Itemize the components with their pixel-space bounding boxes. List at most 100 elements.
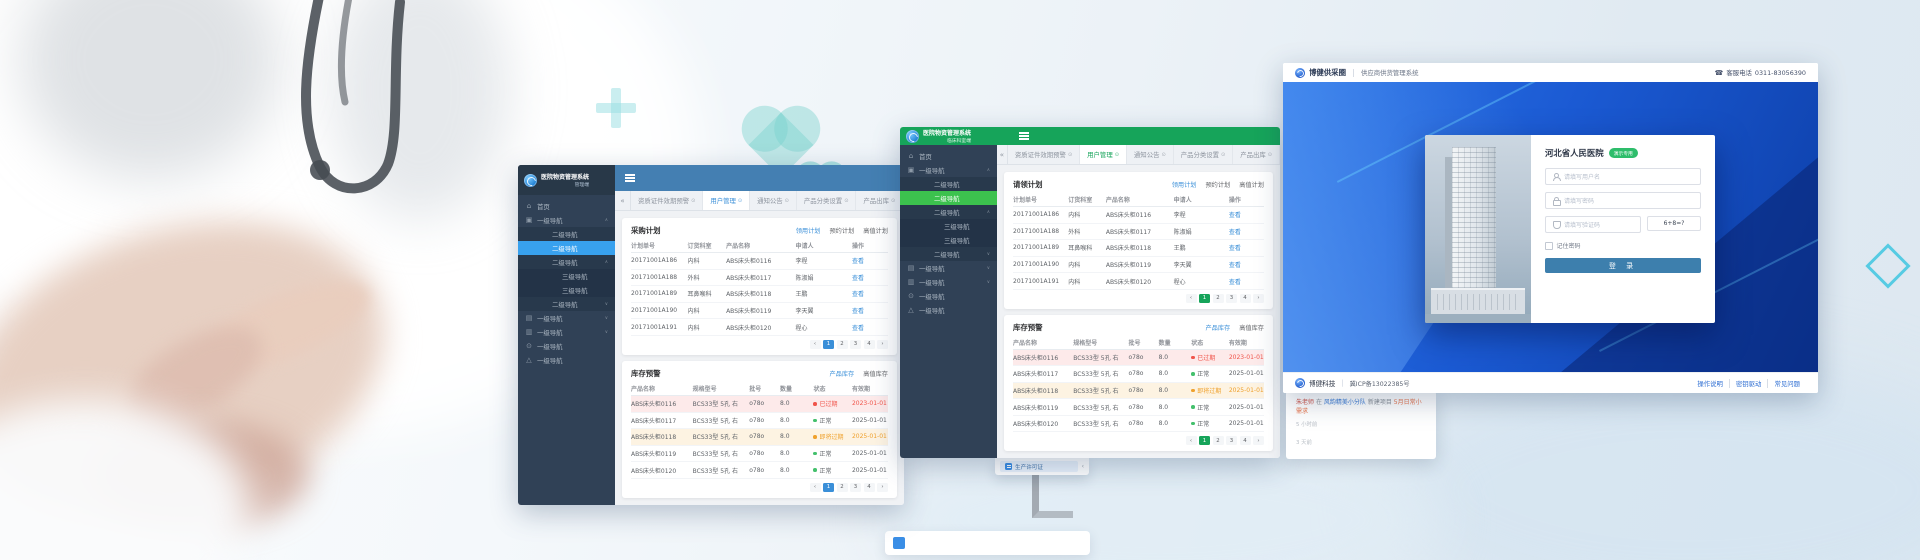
- view-link[interactable]: 查看: [1228, 228, 1241, 236]
- view-link[interactable]: 查看: [851, 291, 864, 299]
- page-button[interactable]: 3: [1226, 293, 1237, 303]
- page-button[interactable]: 4: [1239, 293, 1251, 303]
- captcha-field[interactable]: 请填写验证码: [1545, 216, 1641, 233]
- collapse-tabs-icon[interactable]: «: [615, 191, 631, 210]
- sidebar-item[interactable]: ▥ 一级导航 ∨: [900, 275, 997, 289]
- sidebar-item[interactable]: 三级导航: [900, 219, 997, 233]
- card-link[interactable]: 领用计划: [1171, 182, 1197, 189]
- sidebar-item[interactable]: 二级导航: [900, 177, 997, 191]
- footer-link[interactable]: 密钥驱动: [1730, 378, 1769, 388]
- sidebar-item[interactable]: 二级导航 ∧: [518, 255, 615, 269]
- page-button[interactable]: 1: [823, 339, 834, 349]
- card-link[interactable]: 高值计划: [863, 228, 888, 235]
- view-link[interactable]: 查看: [1228, 245, 1241, 253]
- tab[interactable]: 通知公告 ⊙: [750, 191, 797, 210]
- sidebar-item[interactable]: 三级导航: [900, 233, 997, 247]
- page-button[interactable]: 1: [823, 482, 834, 492]
- hamburger-menu-icon[interactable]: [625, 174, 635, 176]
- feed-task-link[interactable]: 5月日常小需求: [1296, 399, 1422, 416]
- tab[interactable]: 通知公告 ⊙: [1127, 145, 1174, 164]
- page-button[interactable]: 3: [850, 339, 861, 349]
- page-button[interactable]: ‹: [809, 339, 821, 349]
- tab-refresh-icon[interactable]: ⊙: [1161, 151, 1166, 158]
- sidebar-item[interactable]: 三级导航: [518, 283, 615, 297]
- card-link[interactable]: 产品库存: [1205, 324, 1231, 332]
- view-link[interactable]: 查看: [1228, 262, 1241, 270]
- card-link[interactable]: 预约计划: [1205, 182, 1231, 189]
- page-button[interactable]: 4: [1239, 436, 1251, 446]
- card-link[interactable]: 高值库存: [863, 371, 888, 378]
- view-link[interactable]: 查看: [1228, 278, 1241, 286]
- footer-link[interactable]: 操作说明: [1691, 378, 1730, 388]
- view-link[interactable]: 查看: [851, 324, 864, 332]
- tab[interactable]: 用户管理 ⊙: [1080, 145, 1127, 164]
- page-button[interactable]: 4: [863, 339, 875, 349]
- feed-project-link[interactable]: 风韵精美小分队: [1323, 399, 1366, 406]
- page-button[interactable]: ‹: [1185, 293, 1197, 303]
- tab[interactable]: 资质证件效期预警 ⊙: [1008, 145, 1081, 164]
- sidebar-item[interactable]: 二级导航 ∨: [518, 297, 615, 311]
- tab-refresh-icon[interactable]: ⊙: [737, 197, 743, 204]
- card-link[interactable]: 预约计划: [829, 228, 855, 235]
- page-button[interactable]: ‹: [1185, 436, 1197, 446]
- view-link[interactable]: 查看: [851, 274, 864, 282]
- page-button[interactable]: ‹: [809, 482, 821, 492]
- password-field[interactable]: 请填写密码: [1545, 192, 1701, 209]
- sidebar-item[interactable]: ▤ 一级导航 ∨: [518, 311, 615, 325]
- page-button[interactable]: 3: [1226, 436, 1237, 446]
- tab-refresh-icon[interactable]: ⊙: [1114, 151, 1119, 158]
- collapse-left-icon[interactable]: ‹: [1081, 463, 1084, 470]
- tab[interactable]: 资质证件效期预警 ⊙: [631, 191, 704, 210]
- page-button[interactable]: 3: [850, 482, 861, 492]
- login-button[interactable]: 登 录: [1545, 258, 1701, 273]
- view-link[interactable]: 查看: [851, 258, 864, 266]
- tab-refresh-icon[interactable]: ⊙: [844, 197, 849, 204]
- sidebar-item[interactable]: ⌂ 首页: [900, 149, 997, 163]
- sidebar-item[interactable]: 二级导航 ∧: [900, 205, 997, 219]
- card-link[interactable]: 产品库存: [829, 371, 855, 378]
- page-button[interactable]: ›: [1253, 436, 1264, 446]
- sidebar-item[interactable]: △ 一级导航: [900, 303, 997, 317]
- page-button[interactable]: ›: [877, 482, 888, 492]
- page-button[interactable]: ›: [877, 339, 888, 349]
- sidebar-item[interactable]: 二级导航: [518, 241, 615, 255]
- tab-refresh-icon[interactable]: ⊙: [1267, 151, 1272, 158]
- page-button[interactable]: ›: [1253, 293, 1264, 303]
- page-button[interactable]: 4: [863, 482, 875, 492]
- card-link[interactable]: 高值库存: [1239, 324, 1264, 332]
- tab[interactable]: 用户管理 ⊙: [703, 191, 751, 210]
- username-field[interactable]: 请填写用户名: [1545, 168, 1701, 185]
- sidebar-item[interactable]: 二级导航: [900, 191, 997, 205]
- sidebar-item[interactable]: 三级导航: [518, 269, 615, 283]
- card-link[interactable]: 高值计划: [1239, 182, 1264, 189]
- sidebar-item[interactable]: ▤ 一级导航 ∨: [900, 261, 997, 275]
- sidebar-item[interactable]: ▣ 一级导航 ∧: [518, 213, 615, 227]
- view-link[interactable]: 查看: [851, 308, 864, 316]
- sidebar-item[interactable]: ▥ 一级导航 ∨: [518, 325, 615, 339]
- captcha-challenge[interactable]: 6+8=?: [1647, 216, 1701, 231]
- tab-refresh-icon[interactable]: ⊙: [784, 197, 789, 204]
- license-pill[interactable]: 生产许可证: [1000, 461, 1078, 472]
- page-button[interactable]: 1: [1199, 293, 1210, 303]
- page-button[interactable]: 2: [836, 482, 848, 492]
- page-button[interactable]: 2: [1212, 293, 1224, 303]
- remember-password[interactable]: 记住密码: [1545, 241, 1701, 250]
- tab[interactable]: 产品出库 ⊙: [1233, 145, 1280, 164]
- tab[interactable]: 产品出库 ⊙: [856, 191, 904, 210]
- view-link[interactable]: 查看: [1228, 212, 1241, 220]
- feed-author[interactable]: 朱老师: [1296, 399, 1315, 406]
- tab-refresh-icon[interactable]: ⊙: [1067, 151, 1073, 158]
- hamburger-menu-icon[interactable]: [1019, 132, 1029, 134]
- sidebar-item[interactable]: △ 一级导航: [518, 353, 615, 367]
- page-button[interactable]: 2: [836, 339, 848, 349]
- tab-refresh-icon[interactable]: ⊙: [1221, 151, 1226, 158]
- collapse-tabs-icon[interactable]: «: [997, 145, 1008, 164]
- tab-refresh-icon[interactable]: ⊙: [890, 197, 896, 204]
- page-button[interactable]: 2: [1212, 436, 1224, 446]
- sidebar-item[interactable]: ⊙ 一级导航: [900, 289, 997, 303]
- sidebar-item[interactable]: 二级导航: [518, 227, 615, 241]
- card-link[interactable]: 领用计划: [795, 228, 821, 235]
- sidebar-item[interactable]: ▣ 一级导航 ∧: [900, 163, 997, 177]
- tab-refresh-icon[interactable]: ⊙: [691, 197, 696, 204]
- page-button[interactable]: 1: [1199, 436, 1210, 446]
